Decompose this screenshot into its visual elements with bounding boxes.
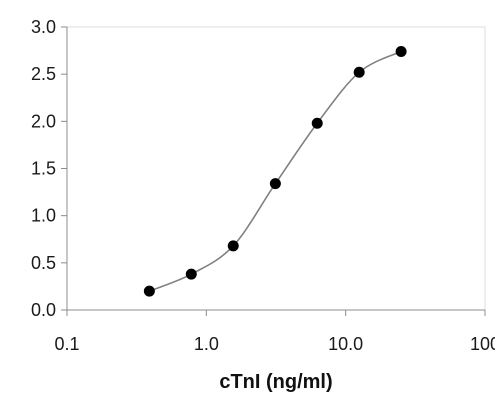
data-point [143,285,155,297]
y-tick-label: 1.0 [31,206,56,226]
y-axis-ticks: 0.0 0.5 1.0 1.5 2.0 2.5 3.0 [31,17,67,320]
x-tick-label: 1.0 [194,334,219,354]
y-tick-label: 2.5 [31,64,56,84]
data-point [395,46,407,58]
data-point [185,268,197,280]
y-tick-label: 0.5 [31,253,56,273]
x-tick-label: 10.0 [328,334,363,354]
y-tick-label: 1.5 [31,159,56,179]
x-tick-label: 0.1 [54,334,79,354]
data-point [269,178,281,190]
x-axis-ticks: 0.1 1.0 10.0 100 [54,310,495,354]
data-point [353,66,365,78]
series-layer [143,46,407,297]
x-axis-title: cTnI (ng/ml) [219,371,332,393]
fit-curve [149,50,402,292]
y-tick-label: 2.0 [31,111,56,131]
y-tick-label: 3.0 [31,17,56,37]
x-tick-label: 100 [470,334,495,354]
data-point [227,240,239,252]
data-point [311,117,323,129]
plot-area-border [66,26,486,311]
y-tick-label: 0.0 [31,300,56,320]
